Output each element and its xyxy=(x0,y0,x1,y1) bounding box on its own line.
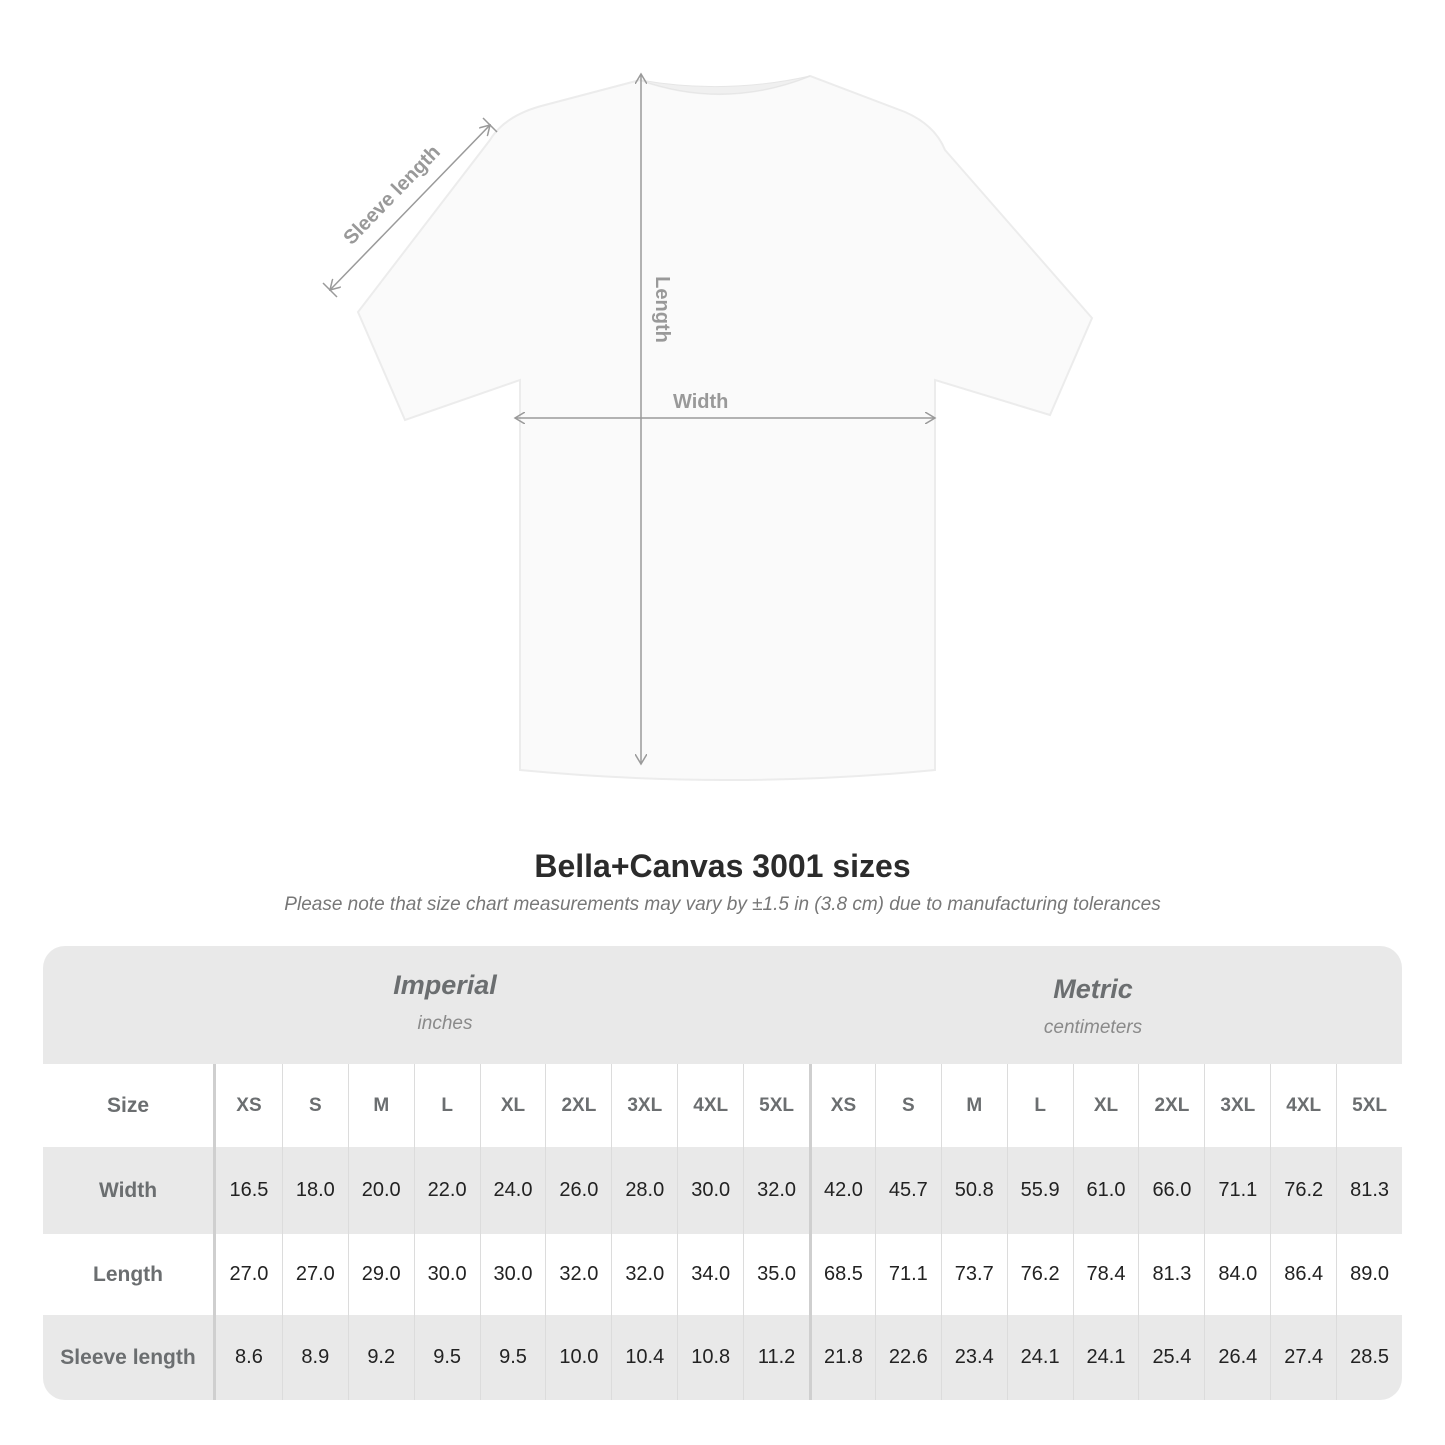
metric-value: 27.4 xyxy=(1270,1315,1336,1400)
width-label: Width xyxy=(673,391,729,413)
metric-value: 24.1 xyxy=(1072,1315,1139,1400)
metric-header: Metric centimeters xyxy=(991,974,1195,1039)
imperial-value: 30.0 xyxy=(677,1147,743,1234)
metric-title: Metric xyxy=(1053,974,1133,1004)
row-label: Length xyxy=(43,1234,216,1315)
imperial-unit: inches xyxy=(417,1013,473,1034)
size-header-metric: XL xyxy=(1072,1064,1139,1147)
metric-value: 50.8 xyxy=(940,1147,1007,1234)
imperial-value: 8.6 xyxy=(235,1346,263,1368)
metric-value: 71.1 xyxy=(1204,1147,1270,1234)
imperial-value: 32.0 xyxy=(611,1234,677,1315)
imperial-value: 22.0 xyxy=(413,1147,480,1234)
tshirt-illustration xyxy=(356,74,1094,781)
tolerance-note: Please note that size chart measurements… xyxy=(284,894,1161,915)
imperial-value: 34.0 xyxy=(677,1234,743,1315)
imperial-value: 24.0 xyxy=(479,1147,546,1234)
metric-value: 26.4 xyxy=(1204,1315,1270,1400)
metric-value: 45.7 xyxy=(874,1147,941,1234)
metric-value: 66.0 xyxy=(1138,1147,1204,1234)
imperial-value: 27.0 xyxy=(229,1263,269,1285)
size-header-imperial: L xyxy=(413,1064,480,1147)
metric-value: 23.4 xyxy=(940,1315,1007,1400)
imperial-value: 9.2 xyxy=(347,1315,414,1400)
imperial-value: 29.0 xyxy=(347,1234,414,1315)
metric-value: 68.5 xyxy=(809,1234,875,1315)
imperial-value: 16.5 xyxy=(229,1179,269,1201)
metric-value: 86.4 xyxy=(1270,1234,1336,1315)
table-row: Sleeve length 8.6 8.9 9.2 9.5 9.5 10.0 10.4 10.8… xyxy=(43,1315,1402,1400)
metric-value: 61.0 xyxy=(1072,1147,1139,1234)
metric-value: 71.1 xyxy=(874,1234,941,1315)
metric-value: 22.6 xyxy=(874,1315,941,1400)
imperial-value: 9.5 xyxy=(413,1315,480,1400)
metric-value: 89.0 xyxy=(1336,1234,1402,1315)
size-header-imperial: 3XL xyxy=(611,1064,677,1147)
row-label: Sleeve length xyxy=(43,1315,216,1400)
metric-value: 73.7 xyxy=(940,1234,1007,1315)
size-header-metric: 3XL xyxy=(1204,1064,1270,1147)
metric-value: 81.3 xyxy=(1138,1234,1204,1315)
imperial-value: 35.0 xyxy=(743,1234,809,1315)
imperial-value: 11.2 xyxy=(743,1315,809,1400)
imperial-header: Imperial inches xyxy=(343,970,547,1035)
metric-value: 84.0 xyxy=(1204,1234,1270,1315)
imperial-value: 27.0 xyxy=(281,1234,348,1315)
size-header-metric: S xyxy=(874,1064,941,1147)
imperial-value: 30.0 xyxy=(413,1234,480,1315)
row-label: Width xyxy=(43,1147,216,1234)
size-header-row: Size XS S M L XL 2XL 3XL 4XL 5XL XS S M L XL 2XL 3XL 4XL 5… xyxy=(43,1064,1402,1147)
size-header-metric: 4XL xyxy=(1270,1064,1336,1147)
size-header-imperial: 2XL xyxy=(545,1064,611,1147)
metric-value: 24.1 xyxy=(1006,1315,1073,1400)
size-header-imperial: M xyxy=(347,1064,414,1147)
metric-value: 28.5 xyxy=(1336,1315,1402,1400)
size-label: Size xyxy=(43,1064,216,1147)
metric-value: 55.9 xyxy=(1006,1147,1073,1234)
chart-title: Bella+Canvas 3001 sizes xyxy=(534,848,911,884)
imperial-value: 10.4 xyxy=(611,1315,677,1400)
size-header-imperial: 5XL xyxy=(743,1064,809,1147)
imperial-value: 30.0 xyxy=(479,1234,546,1315)
imperial-value: 9.5 xyxy=(479,1315,546,1400)
imperial-title: Imperial xyxy=(393,970,497,1000)
metric-value: 78.4 xyxy=(1072,1234,1139,1315)
metric-unit: centimeters xyxy=(1043,1017,1143,1038)
table-row: Length 27.0 27.0 29.0 30.0 30.0 32.0 32.0 34.0 35… xyxy=(43,1234,1402,1315)
imperial-value: 8.9 xyxy=(281,1315,348,1400)
metric-value: 76.2 xyxy=(1270,1147,1336,1234)
metric-value: 76.2 xyxy=(1006,1234,1073,1315)
tshirt-diagram xyxy=(322,0,1094,781)
size-header-imperial: XL xyxy=(479,1064,546,1147)
unit-header xyxy=(43,946,1402,1064)
imperial-value: 26.0 xyxy=(545,1147,611,1234)
metric-value: 42.0 xyxy=(809,1147,875,1234)
size-header-imperial: S xyxy=(281,1064,348,1147)
size-header-metric: 5XL xyxy=(1336,1064,1402,1147)
imperial-value: 20.0 xyxy=(347,1147,414,1234)
imperial-value: 18.0 xyxy=(281,1147,348,1234)
metric-value: 25.4 xyxy=(1138,1315,1204,1400)
imperial-value: 32.0 xyxy=(545,1234,611,1315)
table-row: Width 16.5 18.0 20.0 22.0 24.0 26.0 28.0 30.0 32.… xyxy=(43,1147,1402,1234)
metric-value: 81.3 xyxy=(1336,1147,1402,1234)
imperial-value: 10.0 xyxy=(545,1315,611,1400)
size-header-imperial: 4XL xyxy=(677,1064,743,1147)
imperial-value: 32.0 xyxy=(743,1147,809,1234)
size-header-metric: M xyxy=(940,1064,1007,1147)
size-header-metric: 2XL xyxy=(1138,1064,1204,1147)
size-header-imperial: XS xyxy=(236,1094,262,1116)
size-header-metric: L xyxy=(1006,1064,1073,1147)
metric-value: 21.8 xyxy=(809,1315,875,1400)
size-header-metric: XS xyxy=(809,1064,875,1147)
imperial-value: 28.0 xyxy=(611,1147,677,1234)
length-label: Length xyxy=(650,276,673,343)
size-table: Imperial inches Metric centimeters Size X… xyxy=(43,946,1402,1400)
sleeve-length-arrow xyxy=(330,125,490,290)
imperial-value: 10.8 xyxy=(677,1315,743,1400)
